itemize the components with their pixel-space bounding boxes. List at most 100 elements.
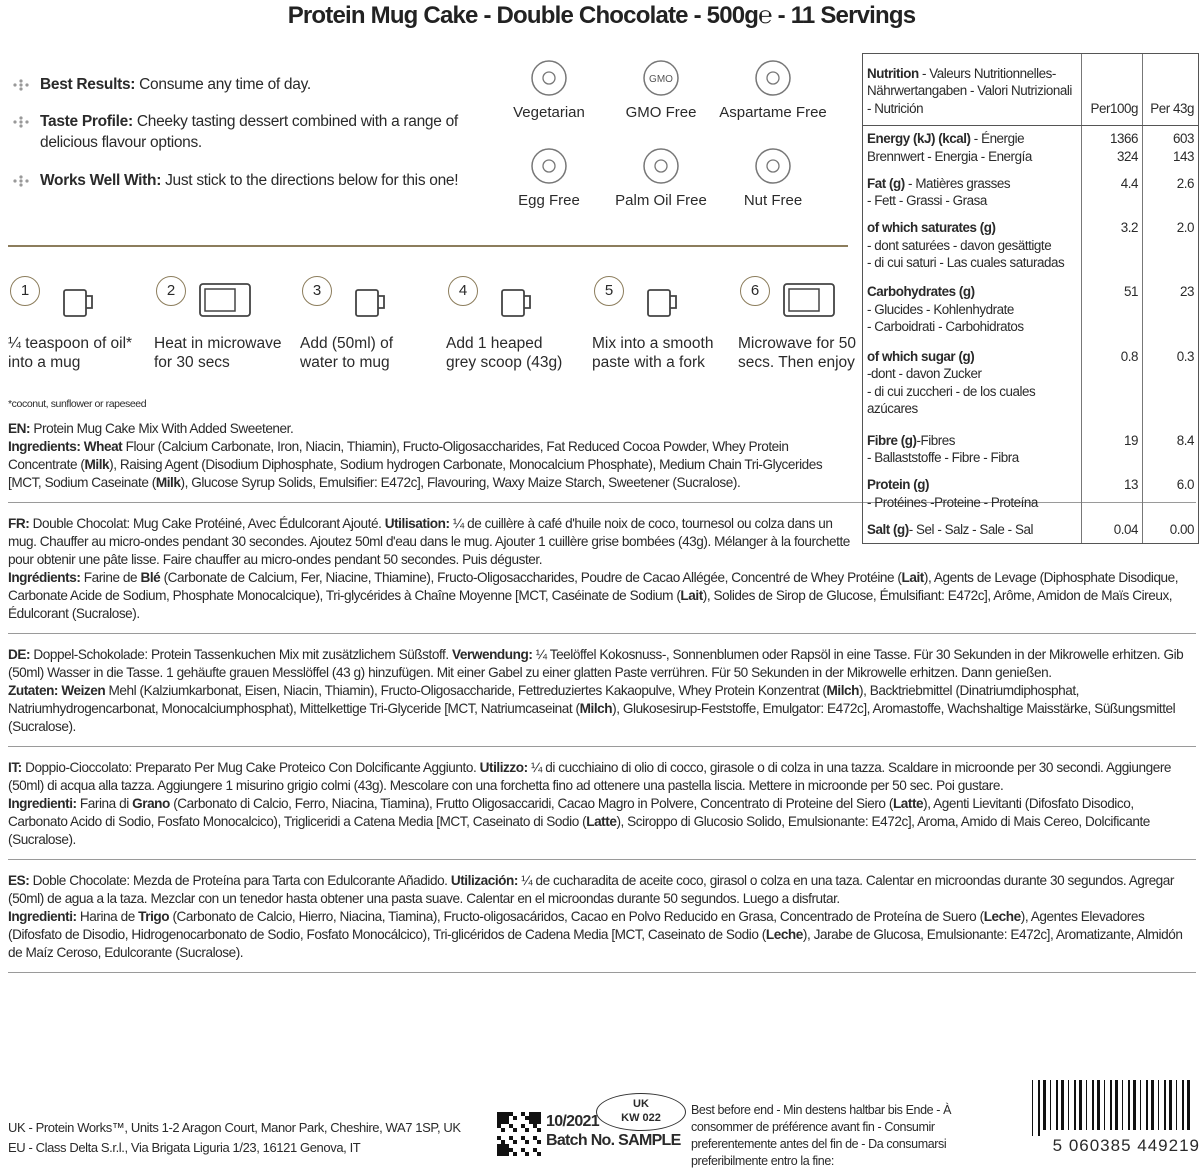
- badge: GMO GMO Free: [601, 58, 721, 121]
- bold-text: Utilisation:: [384, 516, 450, 531]
- bar: [1032, 1080, 1033, 1136]
- bar: [1133, 1080, 1136, 1130]
- paragraph: FR: Double Chocolat: Mug Cake Protéiné, …: [8, 515, 1196, 569]
- nutrition-title: Nutrition: [867, 65, 919, 81]
- text: ¼ di cucchiaino di olio di cocco, giraso…: [8, 760, 1172, 793]
- nutrient-line: - Fett - Grassi - Grasa: [867, 193, 987, 209]
- health-mark: UK KW 022: [596, 1093, 686, 1131]
- bold-text: Milk: [84, 457, 110, 472]
- bar: [1038, 1080, 1040, 1136]
- value: 1366: [1110, 131, 1138, 147]
- value: 13: [1124, 477, 1138, 493]
- step-icon: [783, 283, 835, 317]
- mug-handle: [378, 295, 385, 309]
- value: 3.2: [1120, 220, 1139, 236]
- mug-handle: [524, 295, 531, 309]
- qr-cell: [505, 1120, 509, 1124]
- value: 0.00: [1169, 521, 1195, 537]
- qr-cell: [529, 1120, 533, 1124]
- language-section: EN: Protein Mug Cake Mix With Added Swee…: [8, 418, 1196, 503]
- qr-cell: [513, 1128, 517, 1132]
- badge-ring: [531, 148, 567, 184]
- paragraph: Ingredienti: Farina di Grano (Carbonato …: [8, 795, 1196, 849]
- badge-label: Vegetarian: [513, 104, 585, 121]
- nutrient-row: Salt (g)- Sel - Salz - Sale - Sal 0.04 0.0…: [863, 518, 1198, 543]
- nutrient-name: Protein (g): [867, 477, 929, 493]
- qr-cell: [521, 1124, 525, 1128]
- text: ), Glucose Syrup Solids, Emulsifier: E47…: [180, 475, 741, 490]
- value: 8.4: [1176, 432, 1195, 448]
- qr-cell: [529, 1116, 533, 1120]
- dot: [19, 87, 23, 91]
- text: Doble Chocolate: Mezda de Proteína para …: [29, 873, 451, 888]
- text: ), Jarabe de Glucosa, Emulsionante: E472…: [8, 927, 1183, 960]
- qr-cell: [525, 1116, 529, 1120]
- value: 2.0: [1176, 220, 1195, 236]
- highlight-label: Taste Profile:: [40, 113, 133, 130]
- highlight: Taste Profile: Cheeky tasting dessert co…: [12, 111, 510, 153]
- qr-cell: [533, 1116, 537, 1120]
- bar: [1074, 1080, 1076, 1130]
- badge-ring: [531, 60, 567, 96]
- bold-text: Lait: [680, 588, 703, 603]
- step-number: 5: [594, 276, 624, 306]
- column-header: Per 43g: [1142, 54, 1198, 127]
- language-section: DE: Doppel-Schokolade: Protein Tassenkuc…: [8, 644, 1196, 747]
- bullet-icon: [13, 116, 29, 128]
- nutrient-name: Salt (g): [867, 521, 909, 537]
- text: (Carbonate de Calcium, Fer, Niacine, Thi…: [160, 570, 902, 585]
- bold-text: Trigo: [138, 909, 170, 924]
- qr-cell: [533, 1112, 537, 1116]
- nutrient-suffix: -Fibres: [916, 432, 956, 448]
- badge-icon: [531, 60, 567, 96]
- barcode-number: 5 060385 449219: [1052, 1136, 1200, 1155]
- nutrient-value: 2.6: [1142, 172, 1198, 218]
- text: Protein Mug Cake Mix With Added Sweetene…: [30, 421, 294, 436]
- qr-cell: [501, 1120, 505, 1124]
- qr-cell: [501, 1112, 505, 1116]
- bar: [1182, 1080, 1184, 1130]
- text: Doppio-Cioccolato: Preparato Per Mug Cak…: [21, 760, 480, 775]
- header-row: Nutrition - Valeurs Nutritionnelles- Nähr…: [863, 54, 1198, 127]
- paragraph: IT: Doppio-Cioccolato: Preparato Per Mug…: [8, 759, 1196, 795]
- bar: [1151, 1080, 1154, 1130]
- nutrient-row: Protein (g) - Protéines -Proteine - Prote…: [863, 474, 1198, 519]
- nutrient-value: 13: [1081, 474, 1143, 519]
- bar: [1043, 1080, 1046, 1130]
- qr-cell: [505, 1148, 509, 1152]
- qr-cell: [497, 1136, 501, 1140]
- nutrient-row: of which saturates (g) - dont saturées - …: [863, 217, 1198, 282]
- value: 4.4: [1120, 175, 1139, 191]
- date: 10/2021: [546, 1113, 600, 1130]
- address: UK - Protein Works™, Units 1-2 Aragon Co…: [8, 1120, 461, 1135]
- nutrient-label: of which saturates (g) - dont saturées - …: [863, 217, 1082, 281]
- text: ¼ de cucharadita de aceite coco, girasol…: [8, 873, 1174, 906]
- bold-text: Ingrédients:: [8, 570, 81, 585]
- step-number: 6: [740, 276, 770, 306]
- nutrient-row: Fat (g) - Matières grasses - Fett - Grass…: [863, 172, 1198, 218]
- badge: Aspartame Free: [713, 58, 833, 121]
- badge-ring: [755, 148, 791, 184]
- value: 0.3: [1176, 348, 1195, 364]
- value: 143: [1173, 148, 1194, 164]
- nutrient-label: Fibre (g)-Fibres - Ballaststoffe - Fibre …: [863, 430, 1082, 474]
- mark-code: KW 022: [621, 1112, 661, 1124]
- qr-cell: [501, 1148, 505, 1152]
- bold-text: Zutaten: Weizen: [8, 683, 106, 698]
- dot: [19, 83, 23, 87]
- text: ), Agenti Lievitanti (Difosfato Disodico…: [8, 796, 1134, 829]
- dot: [19, 183, 23, 187]
- text: ), Agentes Elevadores (Difosfato de Diso…: [8, 909, 1145, 942]
- qr-code: [497, 1112, 541, 1156]
- nutrient-value: 3.2: [1081, 217, 1143, 282]
- nutrient-line: - Glucides - Kohlenhydrate: [867, 301, 1014, 317]
- badge-ring: [755, 60, 791, 96]
- qr-cell: [501, 1128, 505, 1132]
- dot: [19, 179, 23, 183]
- bar: [1092, 1080, 1094, 1130]
- nutrient-line: Brennwert - Energia - Energía: [867, 148, 1032, 164]
- nutrient-line: - dont saturées - davon gesättigte: [867, 237, 1052, 253]
- badge: Egg Free: [489, 146, 609, 209]
- highlight: Best Results: Consume any time of day.: [12, 74, 510, 95]
